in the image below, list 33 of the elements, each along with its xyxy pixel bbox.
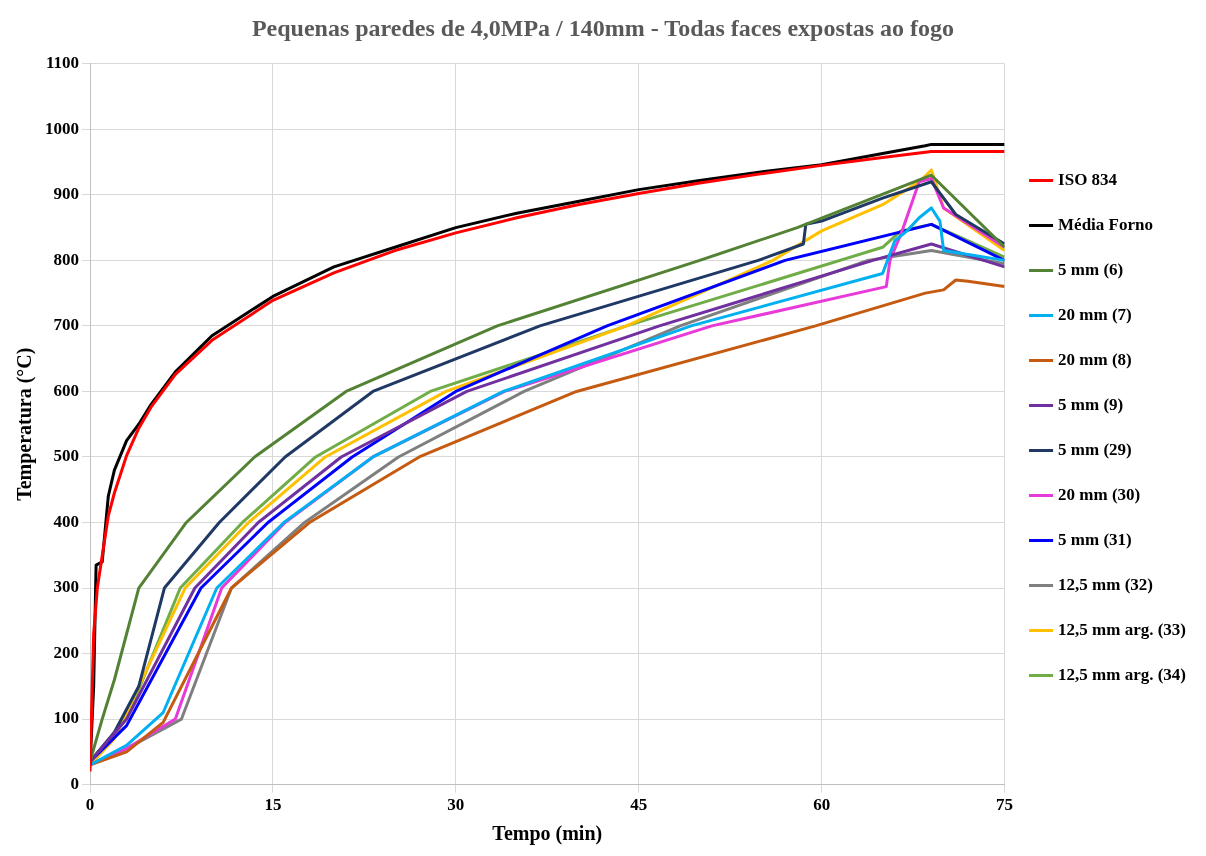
y-tick-label: 1100 xyxy=(45,53,79,73)
y-tick-label: 0 xyxy=(70,773,79,793)
y-axis-title: Temperatura (°C) xyxy=(13,347,37,501)
legend-label: 12,5 mm (32) xyxy=(1058,574,1153,594)
y-tick-label: 500 xyxy=(53,446,79,466)
legend-label: 5 mm (29) xyxy=(1058,439,1132,459)
y-tick-label: 700 xyxy=(53,315,79,335)
y-tick-label: 400 xyxy=(53,511,79,531)
y-tick-label: 300 xyxy=(53,577,79,597)
x-axis-title: Tempo (min) xyxy=(492,822,603,846)
legend-label: 20 mm (8) xyxy=(1058,349,1132,369)
legend-label: 20 mm (30) xyxy=(1058,484,1141,504)
legend-label: 12,5 mm arg. (34) xyxy=(1058,664,1187,684)
x-tick-label: 30 xyxy=(447,795,465,815)
legend-label: 12,5 mm arg. (33) xyxy=(1058,619,1187,639)
x-tick-label: 15 xyxy=(264,795,282,815)
legend-label: Média Forno xyxy=(1058,214,1153,234)
legend-label: 5 mm (6) xyxy=(1058,259,1124,279)
x-tick-label: 60 xyxy=(813,795,831,815)
legend-label: 5 mm (9) xyxy=(1058,394,1124,414)
x-tick-label: 75 xyxy=(996,795,1014,815)
x-tick-label: 45 xyxy=(630,795,648,815)
y-tick-label: 200 xyxy=(53,642,79,662)
x-tick-label: 0 xyxy=(85,795,95,815)
legend-label: 20 mm (7) xyxy=(1058,304,1132,324)
legend-label: ISO 834 xyxy=(1058,169,1118,189)
y-tick-label: 1000 xyxy=(45,118,79,138)
y-tick-label: 800 xyxy=(53,249,79,269)
y-tick-label: 600 xyxy=(53,380,79,400)
y-tick-label: 100 xyxy=(53,708,79,728)
chart-title: Pequenas paredes de 4,0MPa / 140mm - Todas faces expostas ao fogo xyxy=(251,14,955,41)
y-tick-label: 900 xyxy=(53,184,79,204)
legend-label: 5 mm (31) xyxy=(1058,529,1132,549)
